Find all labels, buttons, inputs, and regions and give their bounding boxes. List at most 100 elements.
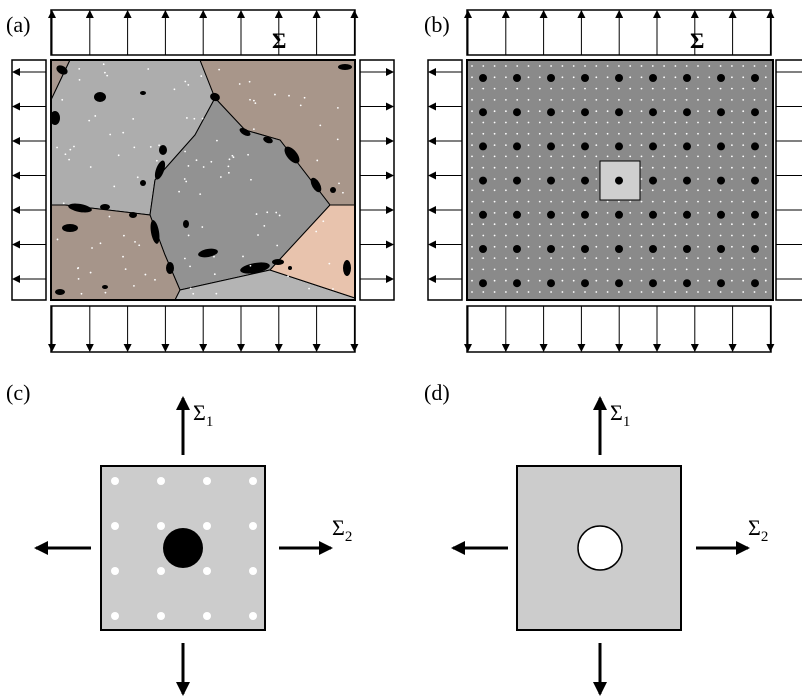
void	[731, 88, 733, 90]
void	[573, 189, 575, 191]
void	[562, 246, 564, 248]
particle	[581, 279, 589, 287]
void	[697, 257, 699, 259]
void	[731, 189, 733, 191]
void	[697, 201, 699, 203]
void	[471, 246, 473, 248]
void	[675, 235, 677, 237]
particle	[140, 91, 146, 95]
void	[550, 189, 552, 191]
void	[573, 76, 575, 78]
void	[595, 133, 597, 135]
void	[202, 118, 204, 120]
particle	[615, 74, 623, 82]
void	[697, 291, 699, 293]
particle	[288, 266, 292, 270]
void	[607, 76, 609, 78]
particle	[343, 260, 351, 276]
void	[629, 246, 631, 248]
void	[663, 201, 665, 203]
particle	[683, 108, 691, 116]
particle	[717, 108, 725, 116]
panel-label: (c)	[6, 380, 30, 405]
void	[287, 275, 289, 277]
void	[629, 223, 631, 225]
void	[754, 133, 756, 135]
void	[494, 122, 496, 124]
void	[528, 280, 530, 282]
void	[157, 567, 165, 575]
void	[471, 110, 473, 112]
void	[471, 156, 473, 158]
void	[731, 144, 733, 146]
void	[720, 201, 722, 203]
void	[720, 223, 722, 225]
particle	[751, 279, 759, 287]
void	[494, 144, 496, 146]
void	[584, 133, 586, 135]
void	[765, 110, 767, 112]
void	[641, 291, 643, 293]
void	[77, 268, 79, 270]
void	[607, 235, 609, 237]
void	[471, 223, 473, 225]
void	[249, 522, 257, 530]
void	[111, 567, 119, 575]
void	[629, 133, 631, 135]
void	[686, 269, 688, 271]
void	[562, 291, 564, 293]
void	[231, 155, 233, 157]
void	[494, 167, 496, 169]
void	[618, 122, 620, 124]
void	[765, 280, 767, 282]
void	[562, 110, 564, 112]
void	[629, 269, 631, 271]
void	[629, 201, 631, 203]
void	[663, 88, 665, 90]
symbol: Σ	[610, 400, 623, 425]
void	[516, 291, 518, 293]
void	[214, 273, 216, 275]
void	[505, 269, 507, 271]
void	[528, 99, 530, 101]
void	[539, 88, 541, 90]
particle	[513, 74, 521, 82]
void	[228, 172, 230, 174]
void	[539, 257, 541, 259]
void	[471, 291, 473, 293]
void	[157, 522, 165, 530]
void	[641, 235, 643, 237]
void	[573, 122, 575, 124]
void	[81, 293, 83, 295]
void	[90, 272, 92, 274]
void	[607, 110, 609, 112]
sigma2: Σ2	[748, 515, 768, 545]
void	[675, 189, 677, 191]
void	[505, 291, 507, 293]
void	[708, 133, 710, 135]
void	[471, 99, 473, 101]
void	[697, 88, 699, 90]
void	[584, 235, 586, 237]
void	[663, 144, 665, 146]
particle	[581, 108, 589, 116]
void	[218, 69, 220, 71]
void	[471, 269, 473, 271]
void	[65, 153, 67, 155]
particle	[751, 142, 759, 150]
void	[253, 100, 255, 102]
void	[573, 269, 575, 271]
void	[132, 118, 134, 120]
void	[675, 280, 677, 282]
void	[494, 257, 496, 259]
void	[562, 133, 564, 135]
void	[216, 140, 218, 142]
void	[765, 257, 767, 259]
void	[573, 291, 575, 293]
void	[187, 84, 189, 86]
particle	[62, 224, 78, 232]
void	[122, 256, 124, 258]
particle	[183, 220, 189, 228]
void	[201, 226, 203, 228]
void	[652, 133, 654, 135]
